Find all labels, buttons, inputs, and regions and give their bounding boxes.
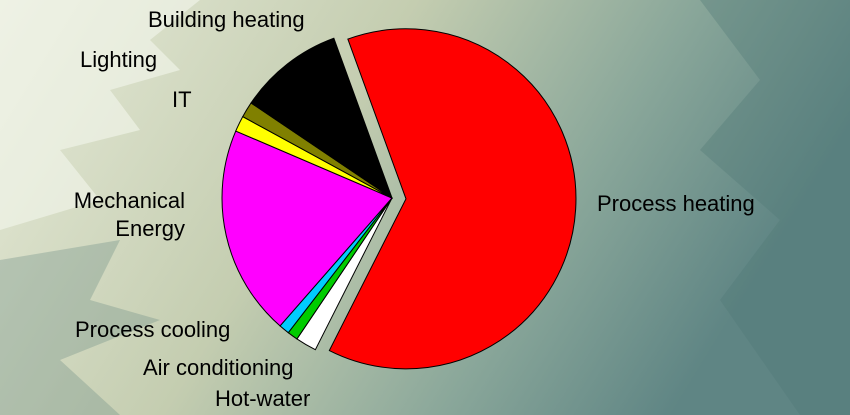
slice-label: Process heating	[597, 190, 755, 218]
slice-label: Lighting	[80, 46, 157, 74]
slice-label: Air conditioning	[143, 354, 293, 382]
slice-label: Hot-water	[215, 385, 310, 413]
slice-label: IT	[172, 86, 192, 114]
slice-label: Building heating	[148, 6, 305, 34]
slice-label: Mechanical Energy	[55, 187, 185, 243]
chart: Process heating Hot-water Air conditioning…	[0, 0, 850, 415]
slice-label: Process cooling	[75, 316, 230, 344]
